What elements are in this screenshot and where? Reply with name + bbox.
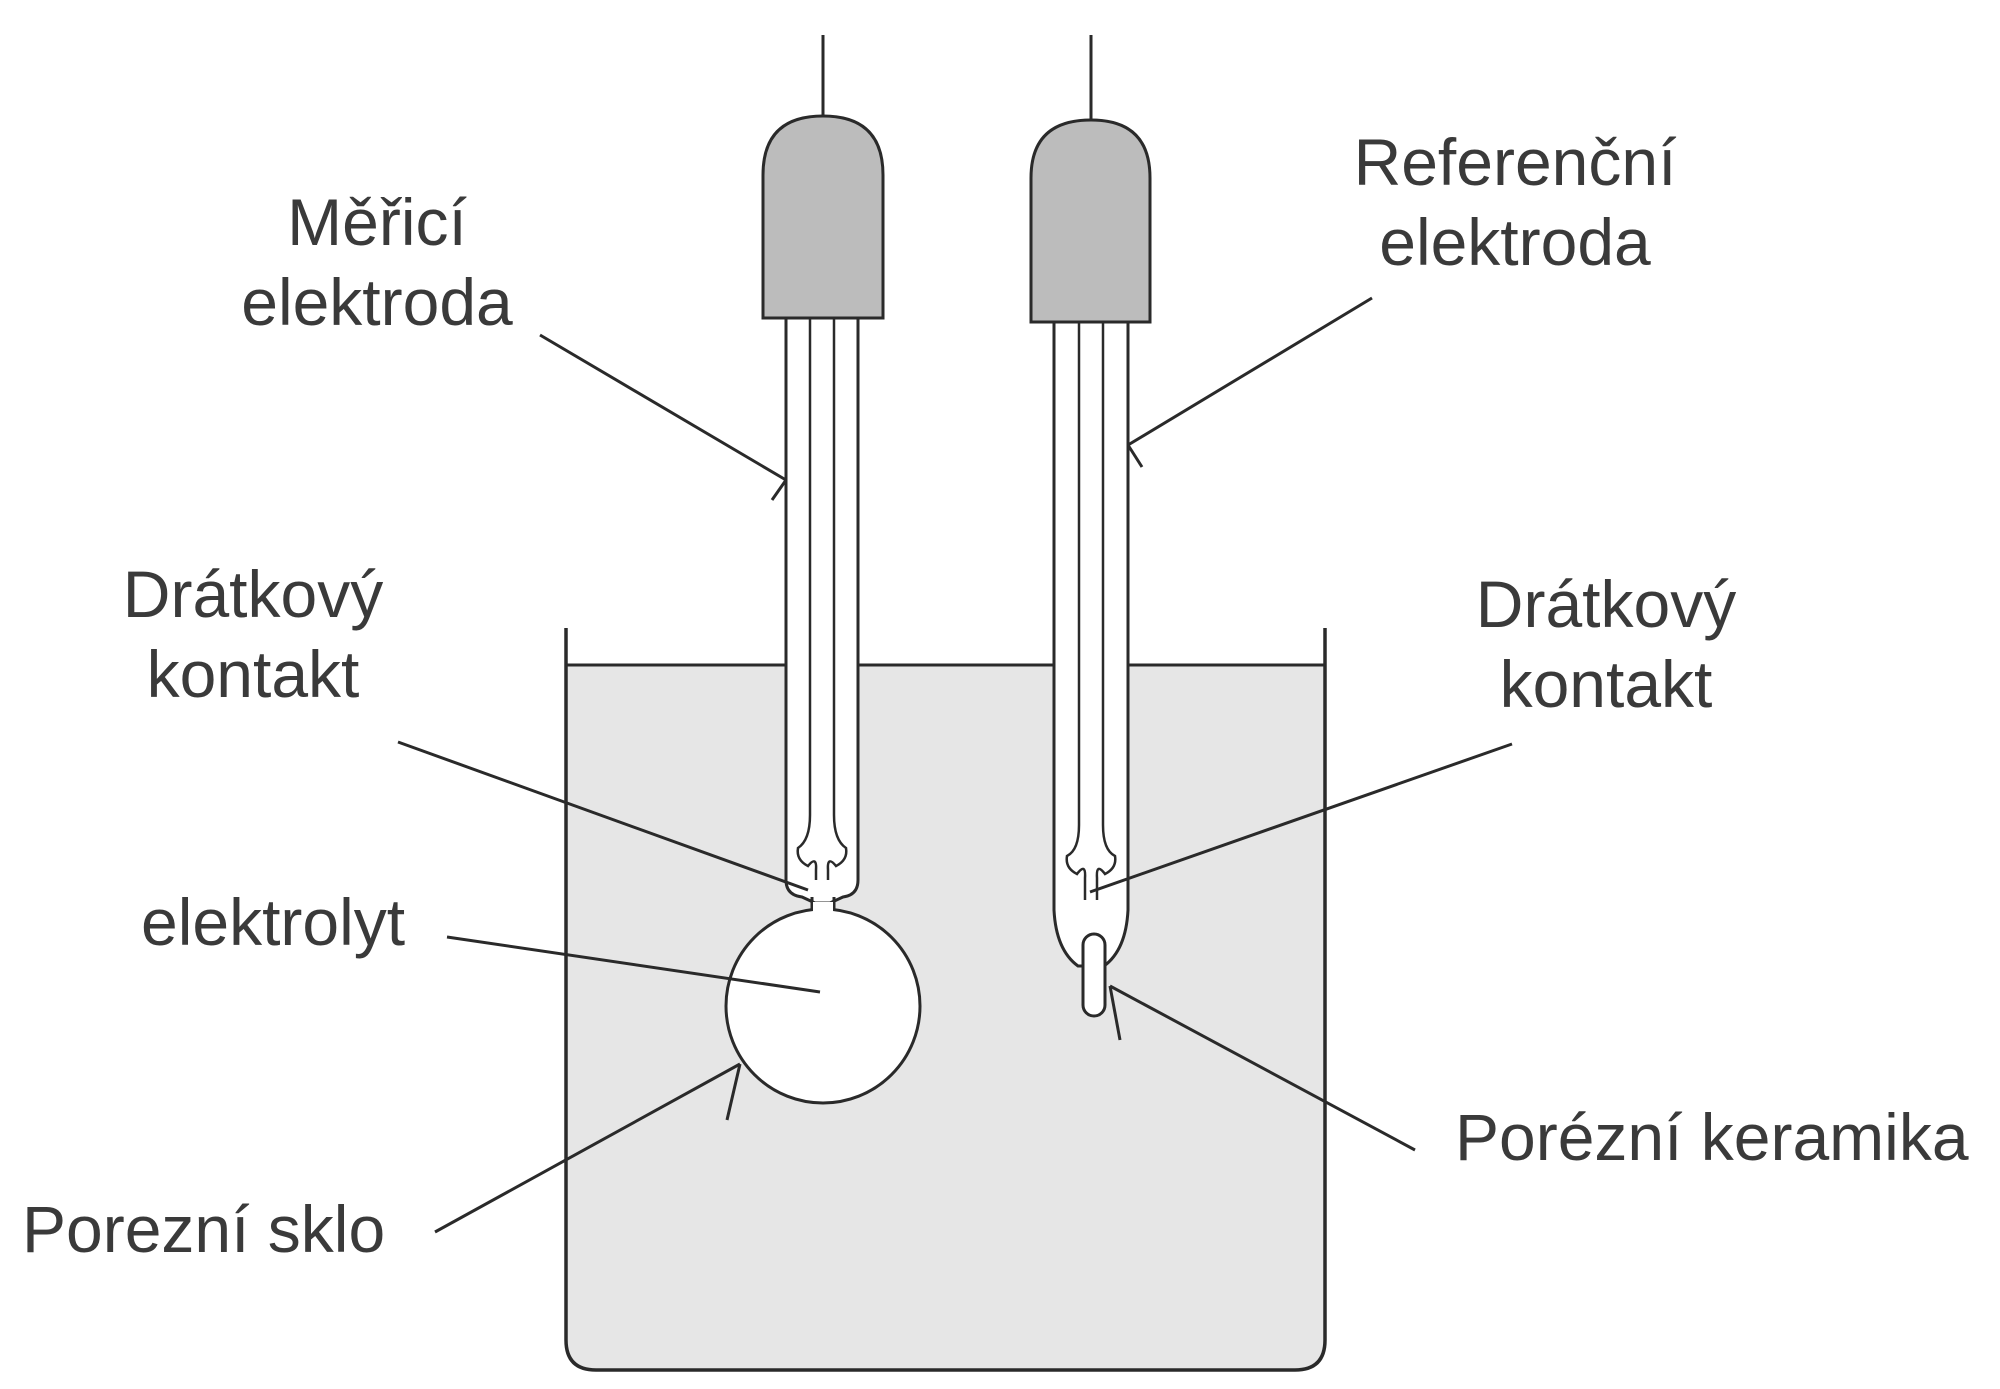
leader-lines — [397, 296, 1513, 1234]
label-measuring-electrode-line2: elektroda — [241, 265, 513, 339]
measuring-electrode-cap — [761, 114, 885, 320]
label-wire-contact-left-line2: kontakt — [147, 637, 360, 711]
reference-electrode — [1029, 35, 1152, 1018]
glass-bulb — [724, 907, 922, 1105]
solution — [566, 665, 1325, 1370]
reference-electrode-tube — [1052, 320, 1130, 968]
label-electrolyte: elektrolyt — [141, 885, 405, 959]
label-reference-electrode-line1: Referenční — [1354, 125, 1678, 199]
beaker — [564, 628, 1327, 1372]
label-reference-electrode-line2: elektroda — [1379, 205, 1651, 279]
label-measuring-electrode-line1: Měřicí — [287, 185, 467, 259]
measuring-electrode-tube — [784, 316, 860, 905]
label-porous-glass: Porezní sklo — [22, 1192, 385, 1266]
ceramic-plug — [1081, 932, 1107, 1018]
beaker-wall — [564, 628, 1327, 1372]
label-wire-contact-right-line1: Drátkový — [1476, 567, 1736, 641]
label-wire-contact-left-line1: Drátkový — [123, 557, 383, 631]
label-wire-contact-right-line2: kontakt — [1500, 647, 1713, 721]
measuring-electrode — [724, 35, 922, 1105]
label-porous-ceramic: Porézní keramika — [1455, 1100, 1969, 1174]
reference-electrode-cap — [1029, 118, 1152, 324]
